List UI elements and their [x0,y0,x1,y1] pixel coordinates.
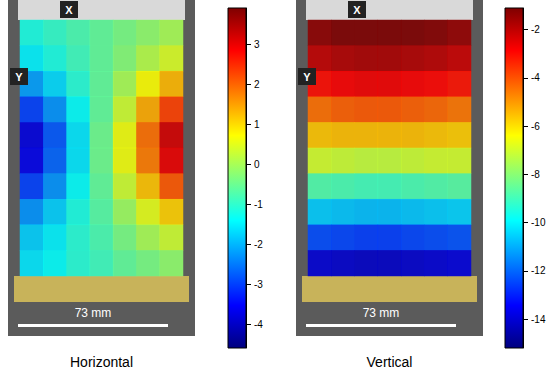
svg-text:X: X [65,4,73,16]
svg-text:-3: -3 [254,279,263,290]
svg-text:-1: -1 [254,199,263,210]
svg-text:-4: -4 [531,72,540,83]
svg-text:2: 2 [254,79,260,90]
svg-text:73 mm: 73 mm [363,306,400,320]
svg-text:-12: -12 [531,265,546,276]
svg-text:-14: -14 [531,314,546,325]
svg-text:-2: -2 [531,24,540,35]
svg-text:-10: -10 [531,217,546,228]
svg-text:-6: -6 [531,121,540,132]
svg-text:0: 0 [254,159,260,170]
svg-text:-8: -8 [531,169,540,180]
svg-text:X: X [353,4,361,16]
svg-text:Y: Y [303,71,311,83]
svg-text:-2: -2 [254,239,263,250]
svg-text:1: 1 [254,119,260,130]
svg-text:73 mm: 73 mm [75,306,112,320]
svg-text:Vertical: Vertical [367,354,413,370]
svg-text:Horizontal: Horizontal [70,354,133,370]
svg-text:Y: Y [15,71,23,83]
svg-text:-4: -4 [254,319,263,330]
svg-text:3: 3 [254,39,260,50]
